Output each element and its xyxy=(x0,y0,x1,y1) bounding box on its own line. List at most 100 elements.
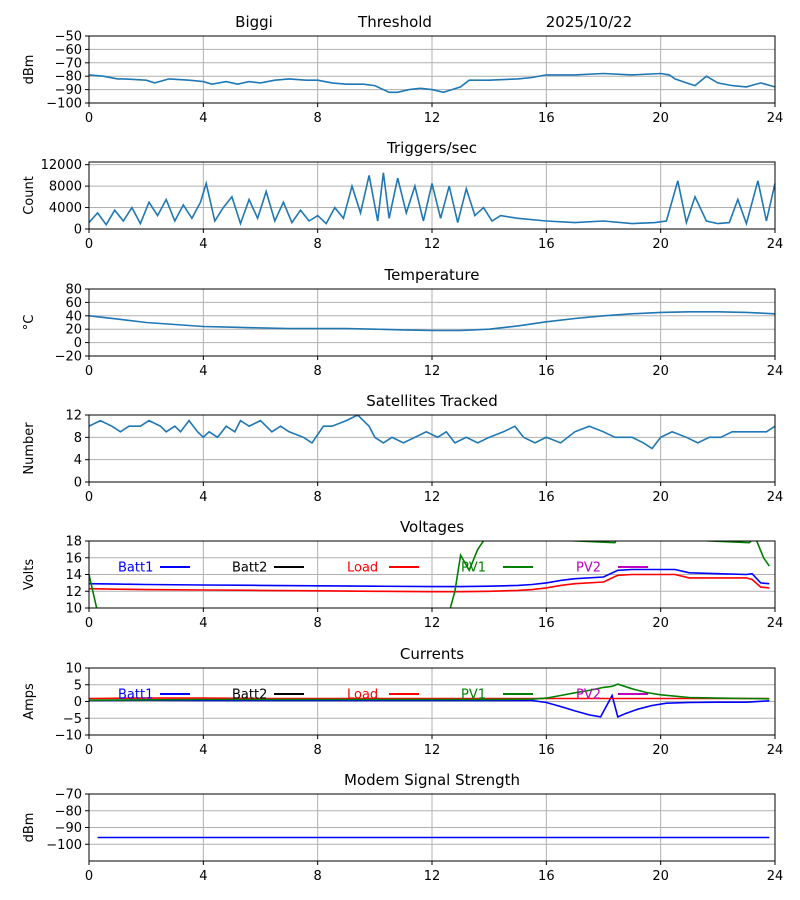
x-tick-label: 0 xyxy=(85,237,93,252)
y-tick-label: −10 xyxy=(55,729,82,744)
x-tick-label: 16 xyxy=(538,743,555,758)
x-tick-label: 8 xyxy=(314,364,322,379)
panel-title: Satellites Tracked xyxy=(366,392,497,410)
panel-threshold: 0 4 8 12 16 20 24 −100−90−80−70−60−50 dBm xyxy=(22,30,783,127)
x-tick-label: 20 xyxy=(652,743,669,758)
x-tick-label: 4 xyxy=(199,364,207,379)
y-tick-label: 0 xyxy=(74,476,82,491)
panel-title: Voltages xyxy=(400,518,464,536)
panel-title: Triggers/sec xyxy=(386,139,477,157)
x-tick-label: 24 xyxy=(767,364,784,379)
x-tick-label: 4 xyxy=(199,111,207,126)
header-station: Biggi xyxy=(235,13,273,31)
y-tick-label: 12000 xyxy=(41,158,82,173)
x-tick-label: 0 xyxy=(85,490,93,505)
legend-label-pv2: PV2 xyxy=(576,688,601,703)
series-line-triggers xyxy=(89,172,775,227)
series-line-threshold xyxy=(89,72,775,94)
legend-label-batt1: Batt1 xyxy=(118,561,153,576)
header-parameter: Threshold xyxy=(357,13,432,31)
legend-label-load: Load xyxy=(347,688,378,703)
y-axis-label: dBm xyxy=(22,813,37,843)
legend-label-batt2: Batt2 xyxy=(232,688,267,703)
x-tick-label: 20 xyxy=(652,616,669,631)
legend-label-batt2: Batt2 xyxy=(232,561,267,576)
x-tick-label: 4 xyxy=(199,869,207,884)
x-tick-label: 12 xyxy=(424,616,441,631)
x-tick-label: 20 xyxy=(652,869,669,884)
y-tick-label: 0 xyxy=(74,336,82,351)
x-tick-label: 0 xyxy=(85,743,93,758)
x-tick-label: 16 xyxy=(538,869,555,884)
x-tick-label: 4 xyxy=(199,616,207,631)
y-tick-label: 8 xyxy=(74,431,82,446)
x-tick-label: 20 xyxy=(652,490,669,505)
y-tick-label: −70 xyxy=(55,56,82,71)
y-tick-label: 10 xyxy=(65,662,82,677)
series-line-batt1 xyxy=(89,568,770,588)
y-axis-label: Number xyxy=(22,422,37,475)
series-line-satellites xyxy=(89,415,775,450)
y-tick-label: −80 xyxy=(55,70,82,85)
y-tick-label: −90 xyxy=(55,83,82,98)
y-tick-label: 8000 xyxy=(49,180,82,195)
panel-title: Modem Signal Strength xyxy=(344,771,520,789)
y-tick-label: 4000 xyxy=(49,201,82,216)
x-tick-label: 12 xyxy=(424,237,441,252)
x-tick-label: 8 xyxy=(314,111,322,126)
x-tick-label: 8 xyxy=(314,490,322,505)
y-tick-label: 5 xyxy=(74,678,82,693)
y-tick-label: −60 xyxy=(55,43,82,58)
x-tick-label: 24 xyxy=(767,111,784,126)
x-tick-label: 8 xyxy=(314,237,322,252)
x-tick-label: 12 xyxy=(424,364,441,379)
x-tick-label: 8 xyxy=(314,616,322,631)
series-line-pv1 xyxy=(89,683,770,701)
x-tick-label: 4 xyxy=(199,237,207,252)
x-tick-label: 16 xyxy=(538,111,555,126)
y-tick-label: 10 xyxy=(65,602,82,617)
x-tick-label: 12 xyxy=(424,869,441,884)
legend-label-pv1: PV1 xyxy=(461,561,486,576)
series-line-pv1 xyxy=(89,541,770,608)
y-tick-label: 40 xyxy=(65,309,82,324)
y-tick-label: 0 xyxy=(74,223,82,238)
x-tick-label: 20 xyxy=(652,364,669,379)
x-tick-label: 12 xyxy=(424,111,441,126)
legend-label-pv2: PV2 xyxy=(576,561,601,576)
y-tick-label: −70 xyxy=(55,788,82,803)
panel-satellites: 0 4 8 12 16 20 24 0 4 8 12 Number Satellites Tracked xyxy=(22,392,783,505)
x-tick-label: 16 xyxy=(538,364,555,379)
x-tick-label: 8 xyxy=(314,869,322,884)
x-tick-label: 16 xyxy=(538,237,555,252)
x-tick-label: 12 xyxy=(424,490,441,505)
y-tick-label: −80 xyxy=(55,804,82,819)
y-tick-label: 12 xyxy=(65,585,82,600)
y-tick-label: 16 xyxy=(65,551,82,566)
y-tick-label: 60 xyxy=(65,296,82,311)
y-tick-label: −50 xyxy=(55,30,82,45)
x-tick-label: 16 xyxy=(538,616,555,631)
y-axis-label: dBm xyxy=(22,55,37,85)
x-tick-label: 8 xyxy=(314,743,322,758)
x-tick-label: 16 xyxy=(538,490,555,505)
x-tick-label: 0 xyxy=(85,616,93,631)
legend-label-load: Load xyxy=(347,561,378,576)
y-tick-label: −5 xyxy=(63,712,82,727)
x-tick-label: 20 xyxy=(652,237,669,252)
panel-modem: 0 4 8 12 16 20 24 −100 −90 −80−70 dBm Modem Signal … xyxy=(22,771,783,884)
x-tick-label: 24 xyxy=(767,743,784,758)
y-tick-label: 20 xyxy=(65,323,82,338)
header-date: 2025/10/22 xyxy=(546,13,632,31)
series-line-batt1 xyxy=(89,693,770,719)
x-tick-label: 12 xyxy=(424,743,441,758)
y-tick-label: −90 xyxy=(55,821,82,836)
x-tick-label: 4 xyxy=(199,743,207,758)
x-tick-label: 24 xyxy=(767,616,784,631)
panel-triggers: 0 4 8 12 16 20 24 0 4000 8000 12000 Count Triggers/s… xyxy=(22,139,783,252)
y-tick-label: 14 xyxy=(65,568,82,583)
